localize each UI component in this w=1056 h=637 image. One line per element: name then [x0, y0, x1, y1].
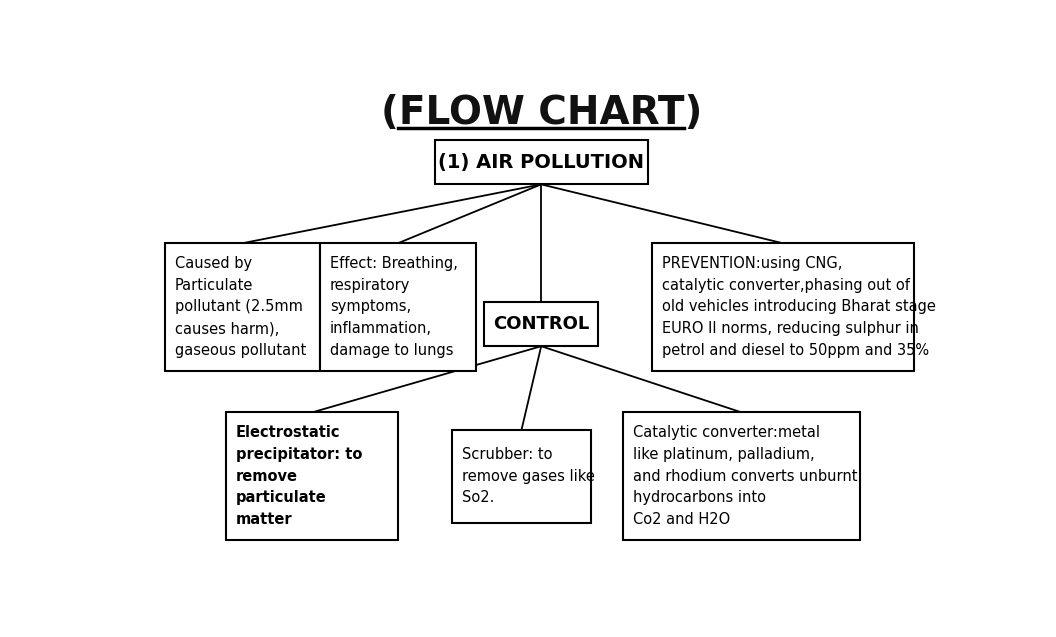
Text: PREVENTION:using CNG,
catalytic converter,phasing out of
old vehicles introducin: PREVENTION:using CNG, catalytic converte…: [661, 256, 936, 357]
FancyBboxPatch shape: [484, 302, 599, 346]
FancyBboxPatch shape: [623, 412, 861, 540]
FancyBboxPatch shape: [652, 243, 913, 371]
Text: Catalytic converter:metal
like platinum, palladium,
and rhodium converts unburnt: Catalytic converter:metal like platinum,…: [633, 426, 857, 527]
Text: Effect: Breathing,
respiratory
symptoms,
inflammation,
damage to lungs: Effect: Breathing, respiratory symptoms,…: [331, 256, 458, 357]
Text: (FLOW CHART): (FLOW CHART): [380, 94, 702, 132]
FancyBboxPatch shape: [452, 429, 591, 523]
Text: Electrostatic
precipitator: to
remove
particulate
matter: Electrostatic precipitator: to remove pa…: [235, 426, 362, 527]
FancyBboxPatch shape: [320, 243, 475, 371]
FancyBboxPatch shape: [435, 140, 647, 184]
Text: CONTROL: CONTROL: [493, 315, 589, 333]
Text: Caused by
Particulate
pollutant (2.5mm
causes harm),
gaseous pollutant: Caused by Particulate pollutant (2.5mm c…: [174, 256, 306, 357]
Text: Scrubber: to
remove gases like
So2.: Scrubber: to remove gases like So2.: [461, 447, 595, 505]
FancyBboxPatch shape: [165, 243, 320, 371]
FancyBboxPatch shape: [226, 412, 398, 540]
Text: (1) AIR POLLUTION: (1) AIR POLLUTION: [438, 153, 644, 172]
